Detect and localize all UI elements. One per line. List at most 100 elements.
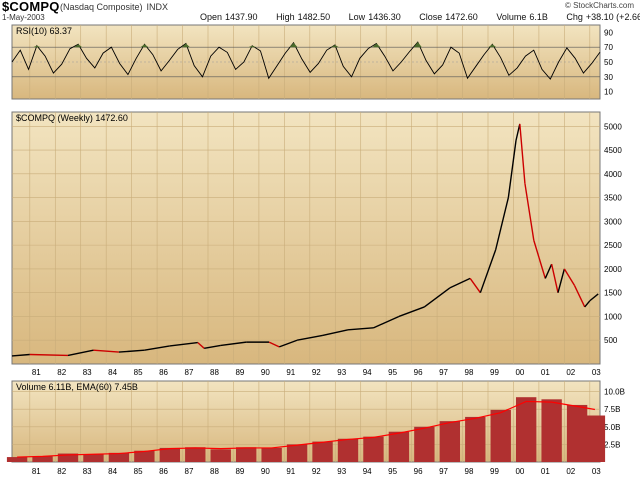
volume-bar	[584, 415, 606, 462]
price-y-tick: 2000	[604, 265, 622, 274]
x-axis-tick: 83	[83, 368, 92, 377]
open-value: 1437.90	[225, 12, 258, 22]
volume-bar	[83, 454, 104, 462]
x-axis-tick: 96	[414, 467, 423, 476]
volume-bar	[236, 447, 257, 462]
x-axis-tick: 86	[159, 467, 168, 476]
rsi-overbought-fill	[181, 43, 190, 48]
price-panel-bg	[11, 111, 601, 365]
rsi-overbought-fill	[248, 45, 257, 48]
x-axis-tick: 99	[490, 368, 499, 377]
price-segment	[347, 327, 374, 331]
low-value: 1436.30	[368, 12, 401, 22]
volume-y-tick: 5.0B	[604, 423, 620, 432]
price-segment	[519, 123, 526, 184]
x-axis-tick: 91	[286, 368, 295, 377]
price-segment	[268, 341, 280, 348]
price-segment	[118, 349, 145, 353]
x-axis-tick: 94	[363, 467, 372, 476]
price-segment	[507, 140, 517, 198]
volume-bar	[286, 444, 308, 462]
price-segment	[322, 329, 349, 337]
chg-label: Chg	[566, 12, 583, 22]
x-axis-tick: 85	[134, 368, 143, 377]
rsi-overbought-fill	[32, 45, 41, 48]
price-title: $COMPQ (Weekly) 1472.60	[16, 113, 128, 123]
price-segment	[524, 183, 535, 241]
x-axis-tick: 99	[490, 467, 499, 476]
volume-label: Volume	[496, 12, 527, 22]
open-label: Open	[200, 12, 223, 22]
x-axis-tick: 93	[337, 467, 346, 476]
x-axis-tick: 95	[388, 368, 397, 377]
price-segment	[279, 339, 298, 348]
price-segment	[550, 263, 559, 293]
rsi-overbought-fill	[488, 44, 497, 48]
x-axis-tick: 01	[541, 467, 550, 476]
x-axis-tick: 94	[363, 368, 372, 377]
volume-bar	[465, 416, 486, 462]
rsi-overbought-fill	[413, 42, 422, 48]
company-name: (Nasdaq Composite)	[60, 2, 143, 12]
price-segment	[373, 315, 400, 329]
price-x-axis: 81 82 83 84 85 86 87 88 89 90 91 92 93 94 95 96 97 98 99 00…	[32, 368, 601, 377]
x-axis-tick: 88	[210, 467, 219, 476]
x-axis-tick: 93	[337, 368, 346, 377]
x-axis-tick: 03	[592, 467, 601, 476]
high-label: High	[276, 12, 295, 22]
price-segment	[544, 263, 553, 279]
rsi-overbought-fill	[140, 44, 149, 48]
ema-line	[17, 400, 596, 458]
price-y-tick: 2500	[604, 241, 622, 250]
price-y-tick: 500	[604, 336, 618, 345]
price-panel: 500 1000 1500 2000 2500 3000 3500 4000 4500 5000 $…	[11, 111, 622, 365]
x-axis-tick: 82	[57, 467, 66, 476]
price-segment	[589, 293, 599, 302]
price-segment	[197, 342, 205, 349]
volume-bar	[337, 438, 359, 462]
x-axis-tick: 81	[32, 467, 41, 476]
rsi-overbought-fill	[289, 42, 298, 48]
x-axis-tick: 95	[388, 467, 397, 476]
x-axis-tick: 82	[57, 368, 66, 377]
x-axis-tick: 81	[32, 368, 41, 377]
chart-header: $COMPQ (Nasdaq Composite) INDX 1-May-2003…	[0, 0, 640, 22]
price-segment	[296, 334, 323, 341]
x-axis-tick: 87	[185, 368, 194, 377]
exchange-label: INDX	[146, 2, 169, 12]
rsi-overbought-fill	[330, 44, 339, 48]
price-segment	[479, 249, 497, 293]
volume-bar	[541, 399, 562, 462]
volume-bar	[414, 426, 435, 462]
price-y-tick: 4000	[604, 170, 622, 179]
price-segment	[584, 300, 591, 308]
symbol-label: $COMPQ	[2, 0, 60, 14]
rsi-overbought-fill	[74, 44, 83, 48]
volume-bar	[516, 397, 537, 462]
rsi-title: RSI(10) 63.37	[16, 26, 72, 36]
x-axis-tick: 98	[465, 368, 474, 377]
x-axis-tick: 90	[261, 467, 270, 476]
volume-bar	[134, 450, 155, 462]
rsi-y-tick: 50	[604, 58, 613, 67]
rsi-overbought-fill	[372, 43, 381, 48]
price-segment	[515, 123, 521, 141]
x-axis-tick: 84	[108, 368, 117, 377]
close-value: 1472.60	[445, 12, 478, 22]
volume-bar	[312, 441, 333, 462]
x-axis-tick: 85	[134, 467, 143, 476]
price-segment	[398, 306, 425, 318]
price-segment	[220, 341, 247, 347]
rsi-y-tick: 90	[604, 28, 613, 37]
volume-bar	[566, 404, 588, 462]
x-axis-tick: 89	[235, 467, 244, 476]
rsi-y-tick: 70	[604, 43, 613, 52]
x-axis-tick: 92	[312, 467, 321, 476]
price-segment	[144, 345, 170, 351]
x-axis-tick: 97	[439, 467, 448, 476]
price-y-tick: 4500	[604, 146, 622, 155]
price-segment	[93, 349, 119, 353]
x-axis-tick: 84	[108, 467, 117, 476]
price-segment	[557, 268, 566, 293]
